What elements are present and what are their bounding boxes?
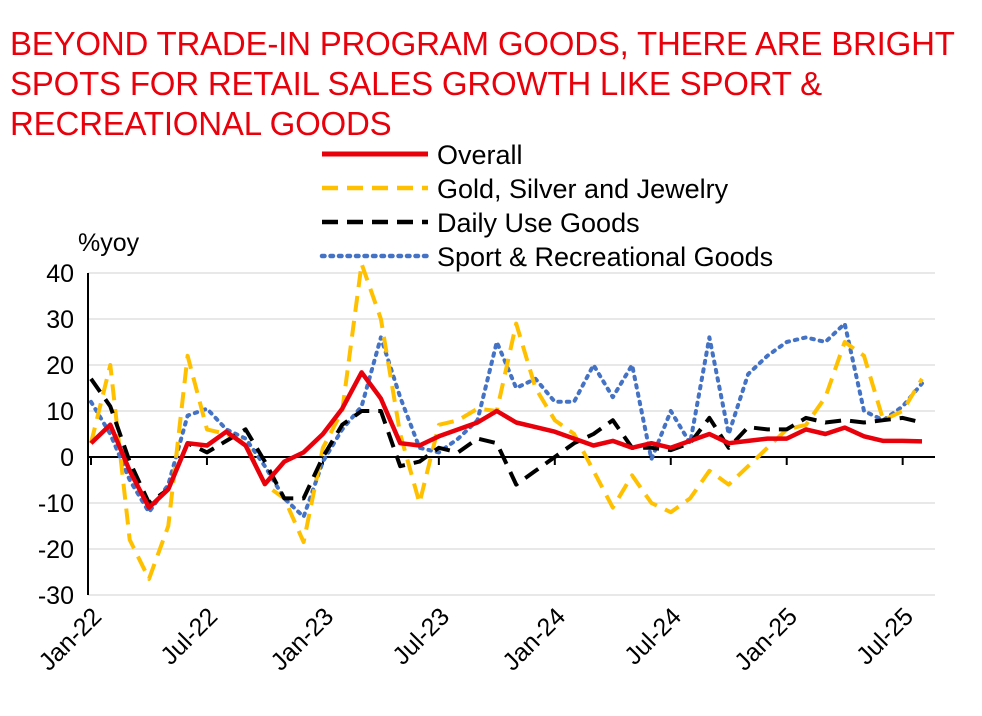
x-tick-label: Jul-23 xyxy=(387,602,455,670)
x-tick-label: Jul-24 xyxy=(619,602,687,670)
legend-label: Gold, Silver and Jewelry xyxy=(437,174,729,204)
y-tick-label: 30 xyxy=(46,306,74,334)
x-tick-label: Jul-22 xyxy=(155,602,223,670)
series-line-sport-recreational-goods xyxy=(89,321,924,519)
y-tick-label: 40 xyxy=(46,260,74,288)
y-tick-label: -30 xyxy=(38,582,74,610)
y-tick-label: -20 xyxy=(38,536,74,564)
series-lines xyxy=(89,261,924,581)
x-tick-label: Jan-22 xyxy=(33,602,107,676)
legend: Overall Gold, Silver and Jewelry Daily Use… xyxy=(319,140,773,272)
y-tick-label: -10 xyxy=(38,490,74,518)
y-tick-label: 10 xyxy=(46,398,74,426)
legend-label: Daily Use Goods xyxy=(437,208,640,238)
legend-label: Overall xyxy=(437,140,523,170)
series-line-gold-silver-and-jewelry xyxy=(89,261,924,581)
gridlines xyxy=(88,272,935,596)
x-tick-label: Jan-23 xyxy=(265,602,339,676)
x-tick-label: Jan-24 xyxy=(497,602,571,676)
chart-title: BEYOND TRADE-IN PROGRAM GOODS, THERE ARE… xyxy=(10,25,955,142)
series-line-overall xyxy=(89,370,923,510)
y-tick-label: 0 xyxy=(60,444,74,472)
series-line-daily-use-goods xyxy=(89,377,923,505)
y-axis-label: %yoy xyxy=(78,229,140,257)
x-tick-label: Jul-25 xyxy=(851,602,919,670)
legend-label: Sport & Recreational Goods xyxy=(437,242,773,272)
y-tick-label: 20 xyxy=(46,352,74,380)
x-tick-label: Jan-25 xyxy=(729,602,803,676)
